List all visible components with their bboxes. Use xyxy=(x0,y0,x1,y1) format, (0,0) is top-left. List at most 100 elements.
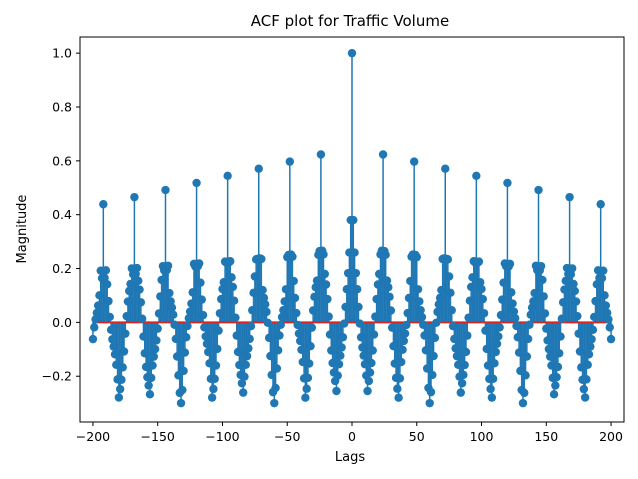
acf-marker xyxy=(584,350,594,359)
acf-marker xyxy=(295,336,305,346)
acf-marker xyxy=(447,306,456,315)
acf-marker xyxy=(257,254,266,264)
acf-marker xyxy=(305,359,314,368)
acf-marker xyxy=(302,384,311,393)
acf-marker xyxy=(227,273,236,282)
acf-marker xyxy=(545,352,555,361)
acf-marker xyxy=(419,320,428,329)
acf-marker xyxy=(100,273,109,283)
acf-marker xyxy=(95,291,104,300)
acf-marker xyxy=(170,320,179,329)
y-axis-label: Magnitude xyxy=(15,195,30,264)
acf-marker xyxy=(522,352,532,361)
acf-marker xyxy=(245,334,254,344)
x-tick-label: 0 xyxy=(348,429,356,444)
acf-marker xyxy=(112,360,121,370)
acf-marker xyxy=(492,339,502,348)
acf-marker xyxy=(509,307,519,316)
plot-area xyxy=(79,36,625,423)
acf-marker xyxy=(88,334,98,344)
acf-marker xyxy=(512,321,521,331)
acf-marker xyxy=(441,164,450,173)
acf-marker xyxy=(147,373,156,383)
acf-marker xyxy=(264,333,274,343)
acf-marker xyxy=(385,292,394,302)
acf-marker xyxy=(231,313,240,322)
y-tick-label: 0.4 xyxy=(52,207,72,222)
acf-marker xyxy=(354,302,363,312)
acf-marker xyxy=(477,284,486,294)
acf-marker xyxy=(360,360,370,369)
acf-marker xyxy=(216,294,226,304)
acf-marker xyxy=(570,286,579,296)
acf-marker xyxy=(481,326,490,335)
acf-marker xyxy=(358,343,367,352)
acf-marker xyxy=(121,329,130,338)
acf-marker xyxy=(259,293,269,303)
acf-marker xyxy=(152,336,161,345)
acf-marker xyxy=(132,263,142,273)
acf-marker xyxy=(496,310,506,320)
acf-marker xyxy=(416,305,425,315)
acf-marker xyxy=(108,335,117,344)
acf-marker xyxy=(324,312,333,321)
acf-marker xyxy=(577,363,586,372)
acf-marker xyxy=(599,266,608,275)
acf-marker xyxy=(172,352,182,361)
acf-marker xyxy=(297,345,306,354)
acf-marker xyxy=(338,333,348,342)
x-tick-label: 150 xyxy=(534,429,558,444)
acf-marker xyxy=(434,300,443,309)
acf-marker xyxy=(185,307,195,316)
y-tick-label: 0.6 xyxy=(52,153,72,168)
acf-marker xyxy=(144,381,153,390)
acf-marker xyxy=(275,331,284,340)
acf-marker xyxy=(556,332,565,341)
acf-marker xyxy=(90,323,99,332)
acf-marker xyxy=(429,351,438,361)
acf-marker xyxy=(491,347,500,357)
acf-marker xyxy=(359,351,368,360)
acf-marker xyxy=(363,386,372,396)
acf-marker xyxy=(586,342,595,351)
acf-marker xyxy=(435,293,445,303)
acf-marker xyxy=(466,282,476,292)
acf-marker xyxy=(207,393,217,402)
acf-marker xyxy=(378,150,388,159)
acf-marker xyxy=(119,347,129,356)
acf-marker xyxy=(229,296,239,305)
acf-marker xyxy=(311,283,320,292)
acf-marker xyxy=(508,299,517,308)
acf-marker xyxy=(513,333,522,342)
acf-marker xyxy=(281,285,291,294)
acf-marker xyxy=(248,306,257,315)
acf-marker xyxy=(167,303,177,312)
acf-marker xyxy=(352,285,362,294)
acf-marker xyxy=(587,335,596,344)
acf-marker xyxy=(114,393,124,402)
acf-marker xyxy=(200,323,209,332)
acf-marker xyxy=(575,347,585,356)
acf-marker xyxy=(250,272,260,281)
acf-marker xyxy=(279,305,288,315)
acf-marker xyxy=(188,288,197,297)
x-tick-label: −50 xyxy=(274,429,300,444)
acf-marker xyxy=(298,357,307,367)
acf-marker xyxy=(104,296,113,306)
y-axis-ticks: −0.2 0.0 0.2 0.4 0.6 0.8 1.0 xyxy=(42,46,80,384)
acf-marker xyxy=(92,308,102,318)
acf-marker xyxy=(507,288,516,297)
acf-marker xyxy=(183,321,192,331)
acf-marker xyxy=(270,398,279,408)
chart-title: ACF plot for Traffic Volume xyxy=(251,12,449,30)
acf-marker xyxy=(292,308,301,318)
acf-marker xyxy=(118,363,127,372)
acf-marker xyxy=(571,297,581,306)
acf-marker xyxy=(196,278,205,287)
acf-marker xyxy=(258,285,267,295)
acf-marker xyxy=(340,319,349,328)
acf-marker xyxy=(325,330,335,339)
acf-marker xyxy=(254,164,263,173)
acf-marker xyxy=(301,393,310,402)
acf-marker xyxy=(597,273,607,283)
